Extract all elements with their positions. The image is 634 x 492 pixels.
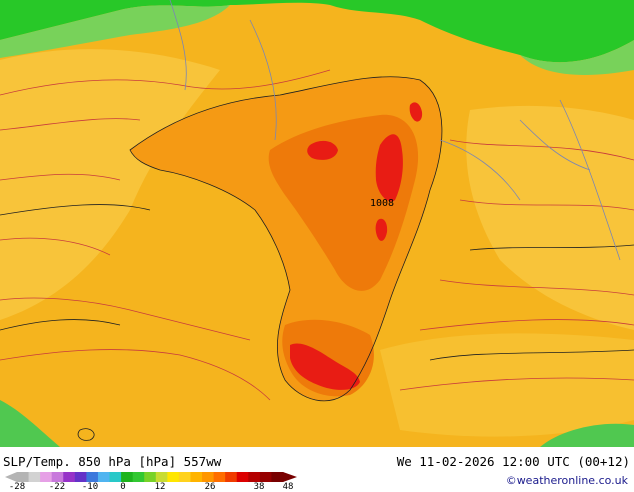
scale-color-segment bbox=[86, 472, 99, 482]
scale-color-segment bbox=[225, 472, 238, 482]
scale-color-segment bbox=[155, 472, 168, 482]
light-green-band-ne bbox=[520, 40, 634, 75]
scale-color-segment bbox=[51, 472, 64, 482]
map-footer: SLP/Temp. 850 hPa [hPa] 557ww We 11-02-2… bbox=[0, 447, 634, 492]
scale-color-segment bbox=[236, 472, 249, 482]
scale-color-segment bbox=[248, 472, 261, 482]
light-yellow-region-east bbox=[466, 105, 634, 330]
scale-color-segment bbox=[271, 472, 284, 482]
scale-color-segment bbox=[109, 472, 122, 482]
scale-color-segment bbox=[121, 472, 134, 482]
scale-color-segment bbox=[17, 472, 30, 482]
scale-color-segment bbox=[190, 472, 203, 482]
scale-tick-label: 38 bbox=[253, 482, 265, 492]
scale-tick-label: -22 bbox=[48, 482, 66, 492]
scale-color-segment bbox=[63, 472, 76, 482]
isobar-label: 1008 bbox=[370, 198, 395, 209]
scale-color-segment bbox=[213, 472, 226, 482]
scale-arrow-low bbox=[5, 472, 17, 482]
scale-color-segment bbox=[178, 472, 191, 482]
scale-tick-label: -28 bbox=[8, 482, 26, 492]
scale-tick-label: 0 bbox=[120, 482, 126, 492]
scale-color-segment bbox=[132, 472, 145, 482]
green-region-southwest bbox=[0, 400, 60, 447]
red-hotspot-north bbox=[409, 102, 423, 122]
red-hotspot-west bbox=[307, 140, 338, 160]
light-yellow-region bbox=[0, 49, 220, 321]
light-green-band-north bbox=[0, 5, 230, 58]
scale-color-segment bbox=[40, 472, 53, 482]
light-yellow-region-south bbox=[380, 333, 634, 437]
scale-color-segment bbox=[259, 472, 272, 482]
red-hotspot-central bbox=[375, 134, 403, 202]
scale-color-segment bbox=[202, 472, 215, 482]
contour-lines bbox=[0, 0, 634, 441]
red-hotspot-small bbox=[375, 218, 388, 241]
color-scale-legend: -28 -22 -10 0 12 26 38 48 bbox=[5, 472, 297, 492]
scale-tick-label: 26 bbox=[204, 482, 216, 492]
scale-tick-label: -10 bbox=[81, 482, 99, 492]
red-hotspot-south bbox=[290, 343, 360, 390]
scale-color-segment bbox=[167, 472, 180, 482]
scale-color-segment bbox=[74, 472, 87, 482]
scale-color-segment bbox=[144, 472, 157, 482]
green-cold-region-north bbox=[0, 0, 634, 63]
weatheronline-credit[interactable]: ©weatheronline.co.uk bbox=[505, 474, 628, 487]
scale-arrow-high bbox=[283, 472, 297, 482]
scale-tick-label: 48 bbox=[282, 482, 294, 492]
scale-color-segment bbox=[97, 472, 111, 482]
color-scale-bar bbox=[5, 472, 297, 482]
valid-time: We 11-02-2026 12:00 UTC (00+12) bbox=[396, 454, 630, 469]
scale-tick-label: 12 bbox=[154, 482, 166, 492]
product-title: SLP/Temp. 850 hPa [hPa] 557ww bbox=[3, 454, 222, 469]
scale-color-segment bbox=[28, 472, 41, 482]
temperature-map bbox=[0, 0, 634, 447]
green-region-southeast bbox=[540, 423, 634, 447]
